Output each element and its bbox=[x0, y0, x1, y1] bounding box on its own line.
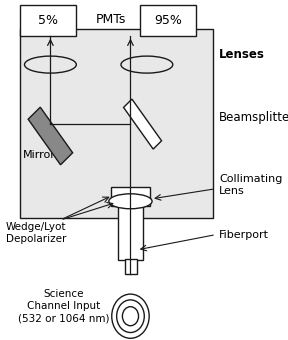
Bar bbox=[28, 107, 73, 165]
Text: PMTs: PMTs bbox=[96, 13, 126, 26]
Ellipse shape bbox=[109, 194, 152, 209]
Bar bbox=[20, 29, 213, 218]
Bar bbox=[111, 187, 150, 206]
Text: Science
Channel Input
(532 or 1064 nm): Science Channel Input (532 or 1064 nm) bbox=[18, 289, 109, 323]
Text: Lenses: Lenses bbox=[219, 48, 265, 61]
Bar bbox=[125, 259, 137, 274]
Text: Fiberport: Fiberport bbox=[219, 230, 269, 240]
Text: 95%: 95% bbox=[155, 14, 182, 27]
Text: Beamsplitter: Beamsplitter bbox=[219, 111, 288, 124]
Bar bbox=[124, 99, 162, 149]
Text: Wedge/Lyot
Depolarizer: Wedge/Lyot Depolarizer bbox=[6, 222, 66, 244]
Text: Collimating
Lens: Collimating Lens bbox=[219, 174, 282, 197]
Text: 5%: 5% bbox=[37, 14, 58, 27]
Bar bbox=[118, 206, 143, 260]
Bar bbox=[140, 5, 196, 36]
Bar bbox=[20, 5, 76, 36]
Text: Mirror: Mirror bbox=[23, 150, 56, 160]
